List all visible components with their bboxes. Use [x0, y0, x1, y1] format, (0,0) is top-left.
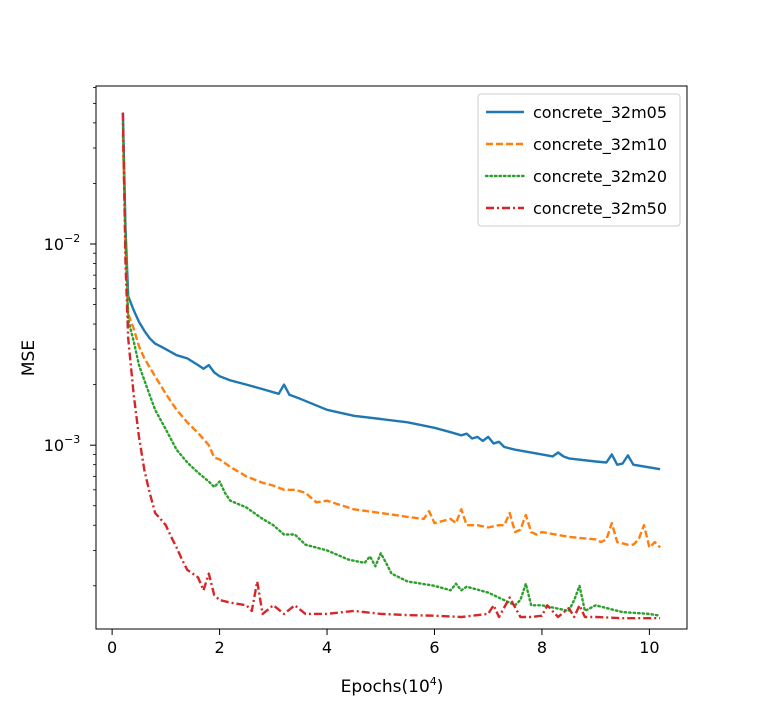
x-tick-label: 2: [214, 638, 224, 657]
plot-frame: [95, 85, 688, 630]
x-tick-label: 8: [537, 638, 547, 657]
y-tick-label-base: 10: [44, 235, 64, 254]
x-axis-label-close: ): [437, 677, 444, 697]
legend-label-concrete_32m50: concrete_32m50: [533, 199, 667, 219]
series-line-concrete_32m05: [121, 112, 661, 471]
x-axis-label: Epochs(104): [341, 675, 444, 697]
x-tick-label: 0: [107, 638, 117, 657]
legend-box: [477, 93, 681, 227]
x-tick-label: 10: [639, 638, 659, 657]
series-line-concrete_32m20: [121, 121, 662, 617]
x-axis-label-exponent: 4: [430, 675, 437, 688]
series-line-concrete_32m10: [121, 134, 661, 549]
series-layer: [121, 112, 662, 620]
y-axis-label: MSE: [19, 340, 39, 376]
legend: concrete_32m05 concrete_32m10 concrete_32m…: [477, 93, 681, 227]
x-axis-ticks: 0 2 4 6 8 10: [107, 629, 660, 657]
y-tick-label: 10−3: [44, 433, 81, 455]
x-tick-label: 6: [429, 638, 439, 657]
y-tick-label-base: 10: [44, 436, 64, 455]
y-tick-label-exponent: −2: [64, 232, 80, 245]
x-axis-label-text: Epochs(10: [341, 677, 430, 697]
legend-label-concrete_32m10: concrete_32m10: [533, 135, 667, 155]
y-tick-label-exponent: −3: [64, 433, 80, 446]
legend-label-concrete_32m05: concrete_32m05: [533, 103, 667, 123]
series-line-concrete_32m50: [121, 112, 661, 620]
x-tick-label: 4: [322, 638, 332, 657]
legend-label-concrete_32m20: concrete_32m20: [533, 167, 667, 187]
y-tick-label: 10−2: [44, 232, 81, 254]
